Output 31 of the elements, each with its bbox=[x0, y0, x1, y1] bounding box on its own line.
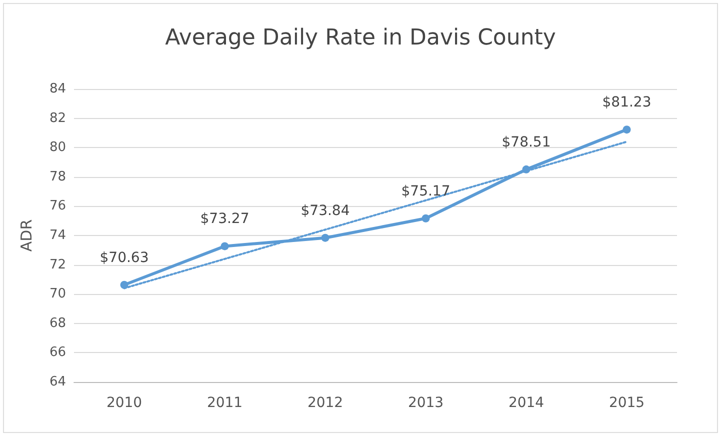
y-tick-label: 84 bbox=[49, 82, 66, 96]
point bbox=[120, 280, 128, 289]
y-tick-label: 70 bbox=[49, 286, 66, 302]
y-tick-label: 74 bbox=[49, 228, 66, 243]
data-label: $73.84 bbox=[300, 202, 350, 219]
y-tick-label: 66 bbox=[49, 345, 66, 360]
data-label: $78.51 bbox=[502, 134, 551, 150]
y-tick-label: 76 bbox=[49, 198, 66, 214]
x-tick-label: 2011 bbox=[206, 395, 243, 411]
y-axis-title: ADR bbox=[18, 219, 36, 252]
x-tick-label: 2013 bbox=[408, 395, 444, 411]
point bbox=[422, 214, 430, 222]
y-tick-label: 72 bbox=[49, 257, 66, 272]
x-tick-label: 2015 bbox=[608, 395, 645, 411]
x-tick-label: 2012 bbox=[307, 395, 344, 411]
x-tick-label: 2010 bbox=[106, 395, 142, 411]
point bbox=[622, 126, 631, 134]
data-label: $75.17 bbox=[401, 183, 450, 200]
data-label: $73.27 bbox=[200, 211, 250, 228]
x-tick-label: 2014 bbox=[508, 395, 544, 411]
point bbox=[220, 242, 229, 250]
y-tick-label: 68 bbox=[49, 316, 66, 331]
chart-title: Average Daily Rate in Davis County bbox=[165, 26, 556, 50]
data-label: $70.63 bbox=[100, 250, 149, 266]
y-tick-label: 78 bbox=[49, 169, 66, 184]
point bbox=[321, 234, 330, 242]
y-tick-label: 80 bbox=[49, 140, 66, 156]
point bbox=[522, 165, 530, 174]
data-label: $81.23 bbox=[602, 94, 652, 111]
y-tick-label: 64 bbox=[49, 374, 66, 390]
y-tick-label: 82 bbox=[49, 110, 66, 126]
